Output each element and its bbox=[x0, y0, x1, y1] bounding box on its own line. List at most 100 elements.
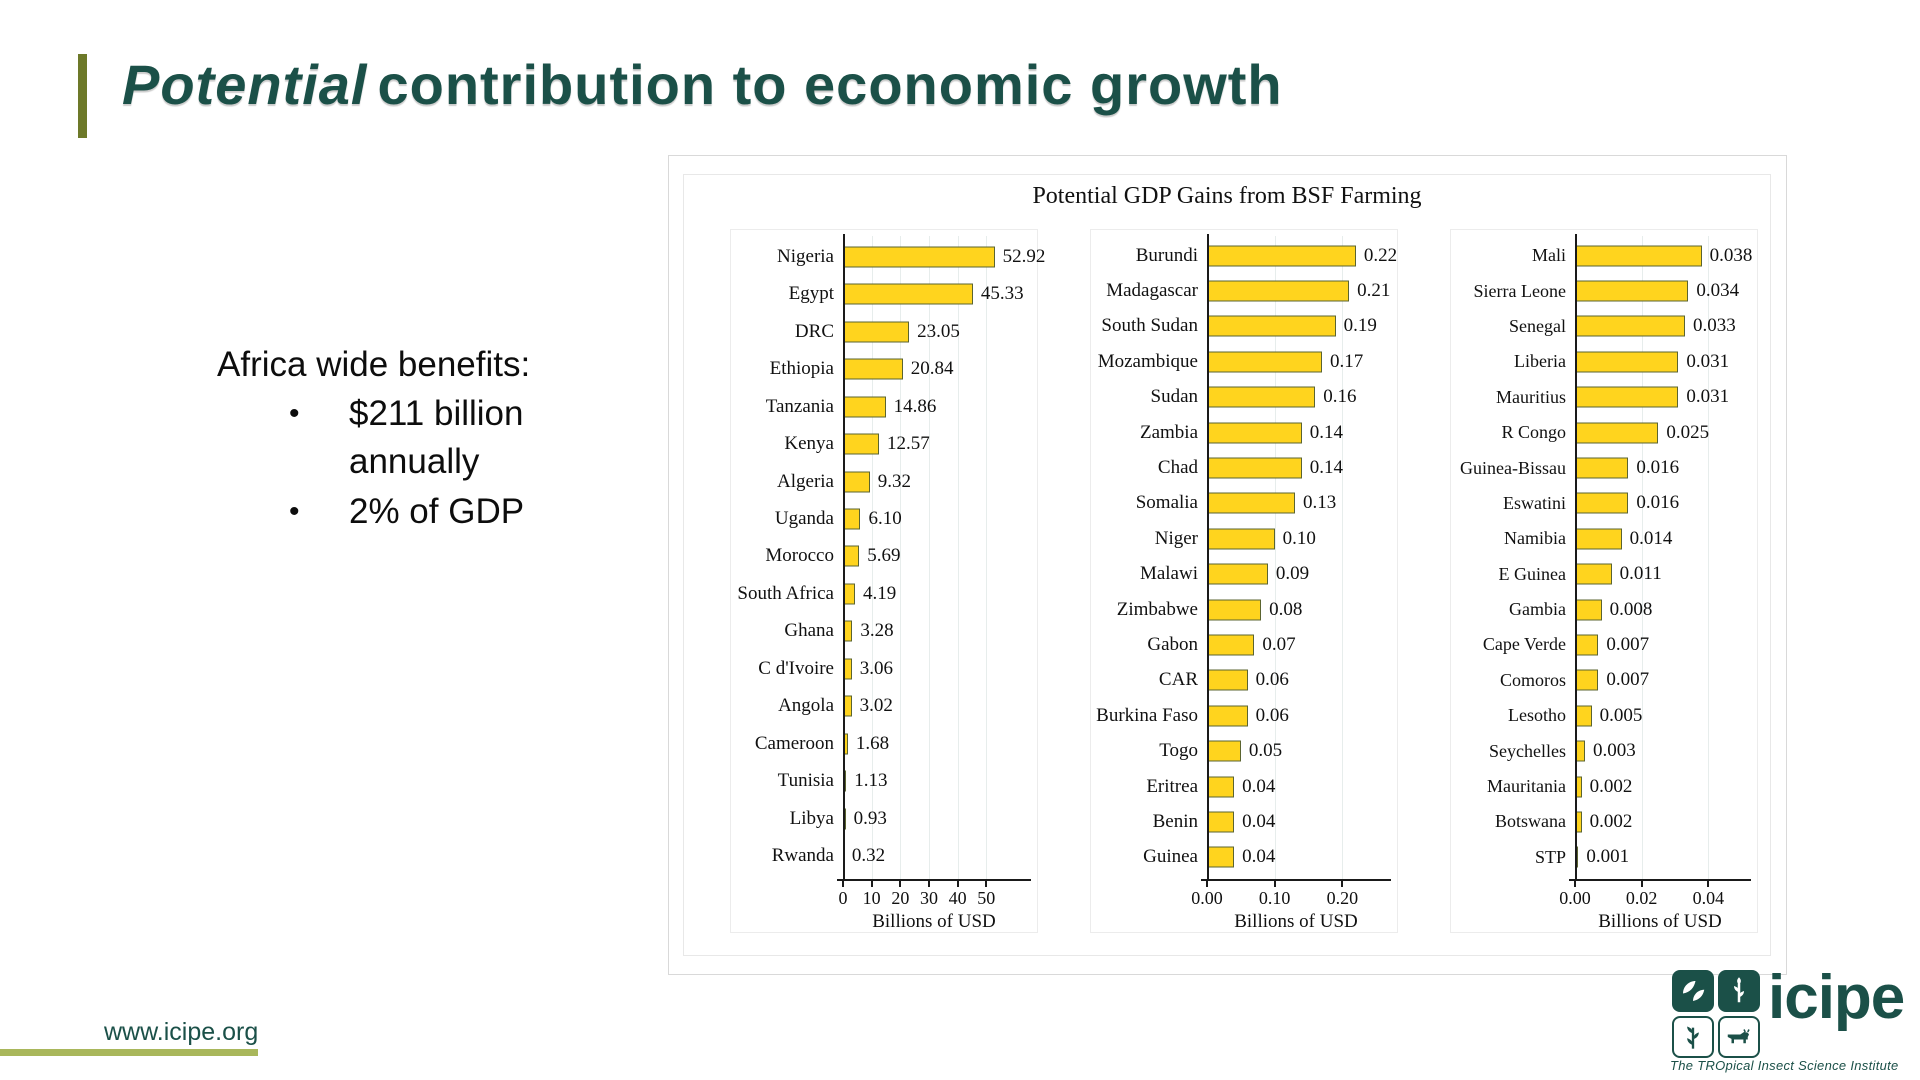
bar-row: Mozambique 0.17 bbox=[1091, 344, 1397, 379]
bar bbox=[1207, 776, 1235, 798]
category-label: Eswatini bbox=[1503, 492, 1566, 513]
value-label: 0.17 bbox=[1330, 350, 1364, 372]
bar-row: Ethiopia 20.84 bbox=[731, 350, 1037, 387]
category-label: DRC bbox=[794, 320, 834, 342]
x-axis-title: Billions of USD bbox=[1234, 911, 1358, 932]
x-tick bbox=[927, 881, 930, 887]
bar bbox=[1207, 811, 1235, 833]
value-label: 9.32 bbox=[877, 470, 911, 492]
cow-icon bbox=[1718, 1016, 1760, 1058]
value-label: 3.28 bbox=[860, 620, 894, 642]
bar-row: Rwanda 0.32 bbox=[731, 838, 1037, 875]
x-tick-label: 0.00 bbox=[1191, 888, 1223, 908]
bar-row: Mauritius 0.031 bbox=[1451, 380, 1757, 415]
category-label: Guinea bbox=[1143, 846, 1198, 868]
bar-row: Egypt 45.33 bbox=[731, 275, 1037, 312]
value-label: 0.001 bbox=[1586, 846, 1630, 868]
logo-wordmark: icipe bbox=[1768, 963, 1905, 1032]
bar bbox=[1207, 669, 1248, 691]
bar-zone: 0.016 bbox=[1575, 486, 1757, 521]
value-label: 0.22 bbox=[1363, 244, 1398, 266]
bar-row: Botswana 0.002 bbox=[1451, 804, 1757, 839]
category-label: Burkina Faso bbox=[1096, 704, 1198, 726]
bar-zone: 0.003 bbox=[1575, 733, 1757, 768]
bar-zone: 3.06 bbox=[843, 650, 1037, 687]
value-label: 0.025 bbox=[1666, 421, 1710, 443]
x-axis-line bbox=[1569, 879, 1751, 881]
bar-zone: 0.32 bbox=[843, 838, 1037, 875]
category-label: Angola bbox=[778, 695, 834, 717]
benefit-bullet-1-text: $211 billion annually bbox=[349, 394, 524, 481]
value-label: 23.05 bbox=[917, 320, 960, 342]
bar-zone: 3.28 bbox=[843, 613, 1037, 650]
category-label: Comoros bbox=[1499, 669, 1566, 690]
bar-zone: 0.038 bbox=[1575, 238, 1757, 273]
y-axis-line bbox=[1575, 234, 1577, 881]
bar-zone: 0.22 bbox=[1207, 238, 1397, 273]
bar-row: Eritrea 0.04 bbox=[1091, 769, 1397, 804]
gridline bbox=[1274, 236, 1276, 879]
bar bbox=[1207, 315, 1336, 337]
value-label: 0.014 bbox=[1629, 527, 1673, 549]
bar-zone: 0.002 bbox=[1575, 769, 1757, 804]
value-label: 20.84 bbox=[910, 358, 954, 380]
benefits-heading: Africa wide benefits: bbox=[217, 345, 531, 384]
value-label: 12.57 bbox=[887, 433, 930, 455]
x-tick bbox=[1273, 881, 1276, 887]
bar-row: Mauritania 0.002 bbox=[1451, 769, 1757, 804]
bar-row: Zimbabwe 0.08 bbox=[1091, 592, 1397, 627]
category-label: Senegal bbox=[1509, 315, 1566, 336]
page-title-rest: contribution to economic growth bbox=[377, 53, 1283, 116]
bar-row: Cape Verde 0.007 bbox=[1451, 627, 1757, 662]
bar-row: Malawi 0.09 bbox=[1091, 557, 1397, 592]
value-label: 5.69 bbox=[867, 545, 901, 567]
category-label: Mozambique bbox=[1097, 350, 1198, 372]
bar-row: Lesotho 0.005 bbox=[1451, 698, 1757, 733]
x-tick bbox=[899, 881, 902, 887]
x-tick bbox=[985, 881, 988, 887]
gdp-gains-chart: Potential GDP Gains from BSF Farming Nig… bbox=[683, 174, 1771, 956]
value-label: 0.13 bbox=[1302, 492, 1337, 514]
leaf-icon bbox=[1672, 970, 1714, 1012]
logo-tagline: The TROpical Insect Science Institute bbox=[1670, 1058, 1899, 1073]
category-label: Niger bbox=[1154, 527, 1198, 549]
value-label: 0.002 bbox=[1589, 810, 1633, 832]
category-label: Seychelles bbox=[1489, 740, 1566, 761]
category-label: C d'Ivoire bbox=[758, 657, 834, 679]
bar-row: Madagascar 0.21 bbox=[1091, 273, 1397, 308]
bar-zone: 0.21 bbox=[1207, 273, 1397, 308]
value-label: 0.005 bbox=[1599, 704, 1643, 726]
category-label: CAR bbox=[1158, 669, 1198, 691]
bar bbox=[843, 396, 886, 418]
bullet-marker: • bbox=[289, 397, 300, 430]
category-label: Cape Verde bbox=[1482, 634, 1566, 655]
bar bbox=[1207, 245, 1356, 267]
benefits-text-block: Africa wide benefits: • $211 billion ann… bbox=[217, 342, 564, 536]
bar-row: Sierra Leone 0.034 bbox=[1451, 273, 1757, 308]
value-label: 0.05 bbox=[1248, 740, 1283, 762]
bar bbox=[843, 358, 903, 380]
value-label: 0.14 bbox=[1309, 421, 1343, 443]
category-label: Ghana bbox=[784, 620, 834, 642]
bar bbox=[1575, 245, 1702, 267]
bar bbox=[843, 433, 880, 455]
bar bbox=[843, 246, 995, 268]
bar bbox=[1207, 492, 1295, 514]
x-axis-line bbox=[837, 879, 1031, 881]
value-label: 0.08 bbox=[1269, 598, 1303, 620]
value-label: 0.16 bbox=[1323, 386, 1357, 408]
value-label: 0.016 bbox=[1636, 457, 1680, 479]
category-label: Nigeria bbox=[777, 245, 834, 267]
category-label: Libya bbox=[789, 807, 834, 829]
category-label: STP bbox=[1534, 846, 1566, 867]
bar-row: South Sudan 0.19 bbox=[1091, 309, 1397, 344]
bar-row: Libya 0.93 bbox=[731, 800, 1037, 837]
bar-zone: 12.57 bbox=[843, 425, 1037, 462]
bar bbox=[843, 545, 860, 567]
bar bbox=[1575, 669, 1599, 691]
bar-rows: Nigeria 52.92 Egypt 45.33 DRC 23.05 Ethiopia 20… bbox=[731, 238, 1045, 875]
footer-website-link[interactable]: www.icipe.org bbox=[104, 1018, 259, 1046]
category-label: R Congo bbox=[1501, 422, 1566, 443]
bar-row: CAR 0.06 bbox=[1091, 663, 1397, 698]
value-label: 1.13 bbox=[854, 770, 888, 792]
